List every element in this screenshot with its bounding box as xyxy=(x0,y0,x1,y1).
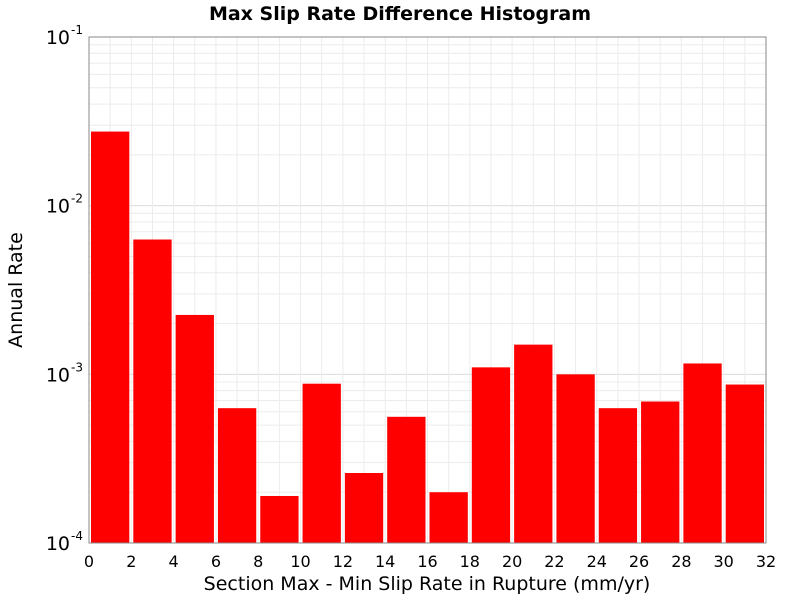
y-tick-exponent: -2 xyxy=(71,192,83,206)
x-tick-label: 32 xyxy=(756,552,776,571)
y-axis-label: Annual Rate xyxy=(5,232,27,348)
x-tick-label: 14 xyxy=(375,552,395,571)
bar xyxy=(133,239,172,543)
y-tick-base: 10 xyxy=(46,533,70,555)
y-axis-ticks: 10-410-310-210-1 xyxy=(46,23,83,555)
bar xyxy=(344,473,384,543)
bar xyxy=(217,408,257,543)
bar xyxy=(429,492,468,543)
y-tick-base: 10 xyxy=(46,364,70,386)
bar xyxy=(175,314,214,543)
x-tick-label: 22 xyxy=(544,552,564,571)
bar xyxy=(387,416,426,543)
bars xyxy=(91,131,764,543)
chart-title: Max Slip Rate Difference Histogram xyxy=(209,3,591,25)
x-tick-label: 4 xyxy=(169,552,179,571)
y-tick-base: 10 xyxy=(46,196,70,218)
bar xyxy=(514,344,553,543)
bar xyxy=(556,374,595,543)
x-tick-label: 6 xyxy=(211,552,221,571)
y-tick-exponent: -4 xyxy=(71,529,83,543)
x-tick-label: 0 xyxy=(84,552,94,571)
y-tick-label: 10 -1 xyxy=(46,23,83,49)
x-tick-label: 26 xyxy=(629,552,649,571)
bar xyxy=(641,401,680,543)
x-tick-label: 24 xyxy=(587,552,607,571)
x-tick-label: 18 xyxy=(460,552,480,571)
x-tick-label: 16 xyxy=(417,552,437,571)
bar xyxy=(471,367,511,543)
y-tick-label: 10 -3 xyxy=(46,360,83,386)
plot-frame xyxy=(88,36,767,544)
x-tick-label: 30 xyxy=(714,552,734,571)
bar xyxy=(302,383,341,543)
bar xyxy=(683,363,722,543)
x-tick-label: 8 xyxy=(253,552,263,571)
y-tick-label: 10 -2 xyxy=(46,192,83,218)
x-tick-label: 10 xyxy=(290,552,310,571)
x-tick-label: 2 xyxy=(126,552,136,571)
bar xyxy=(725,384,764,543)
y-tick-base: 10 xyxy=(46,27,70,49)
x-tick-label: 12 xyxy=(333,552,353,571)
x-tick-label: 28 xyxy=(671,552,691,571)
bar xyxy=(260,495,299,543)
y-tick-exponent: -3 xyxy=(71,360,83,374)
bar xyxy=(598,408,638,543)
x-axis-label: Section Max - Min Slip Rate in Rupture (… xyxy=(204,573,651,595)
x-tick-label: 20 xyxy=(502,552,522,571)
y-tick-label: 10 -4 xyxy=(46,529,83,555)
y-tick-exponent: -1 xyxy=(71,23,83,37)
bar xyxy=(91,131,130,543)
x-axis-ticks: 0 2 4 6 8 10 12 14 16 18 20 22 24 26 28 30 32 xyxy=(84,552,776,571)
